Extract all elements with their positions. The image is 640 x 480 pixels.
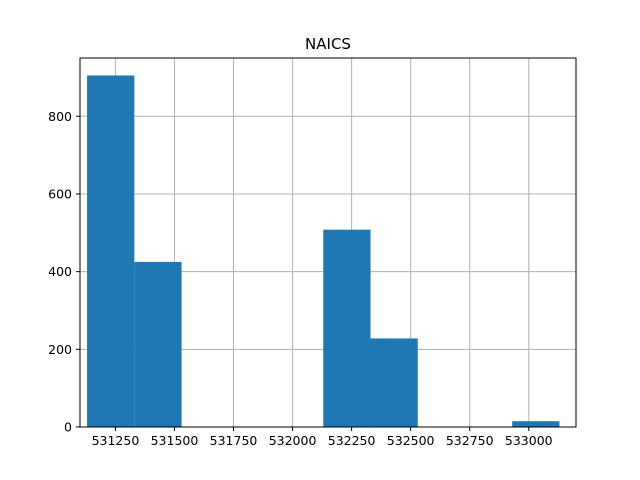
histogram-bar: [512, 421, 560, 427]
x-tick-label: 532750: [446, 433, 494, 448]
x-tick-label: 531250: [92, 433, 140, 448]
histogram-bar: [87, 75, 135, 428]
x-tick-label: 532000: [269, 433, 317, 448]
y-tick-label: 800: [48, 109, 72, 124]
histogram-bar: [323, 229, 371, 427]
axes: 531250 531500 531750 532000 532250 532500 5327…: [48, 109, 553, 448]
chart-title: NAICS: [305, 35, 351, 53]
bars: [87, 75, 560, 428]
x-tick-label: 531750: [210, 433, 258, 448]
y-tick-label: 200: [48, 342, 72, 357]
y-tick-label: 0: [64, 420, 72, 435]
x-tick-label: 532500: [387, 433, 435, 448]
y-tick-label: 600: [48, 186, 72, 201]
x-tick-label: 531500: [151, 433, 199, 448]
plot-frame: [79, 57, 577, 428]
y-tick-label: 400: [48, 264, 72, 279]
histogram-bar: [370, 338, 418, 427]
histogram-bar: [134, 261, 182, 427]
x-tick-label: 533000: [505, 433, 553, 448]
x-tick-label: 532250: [328, 433, 376, 448]
